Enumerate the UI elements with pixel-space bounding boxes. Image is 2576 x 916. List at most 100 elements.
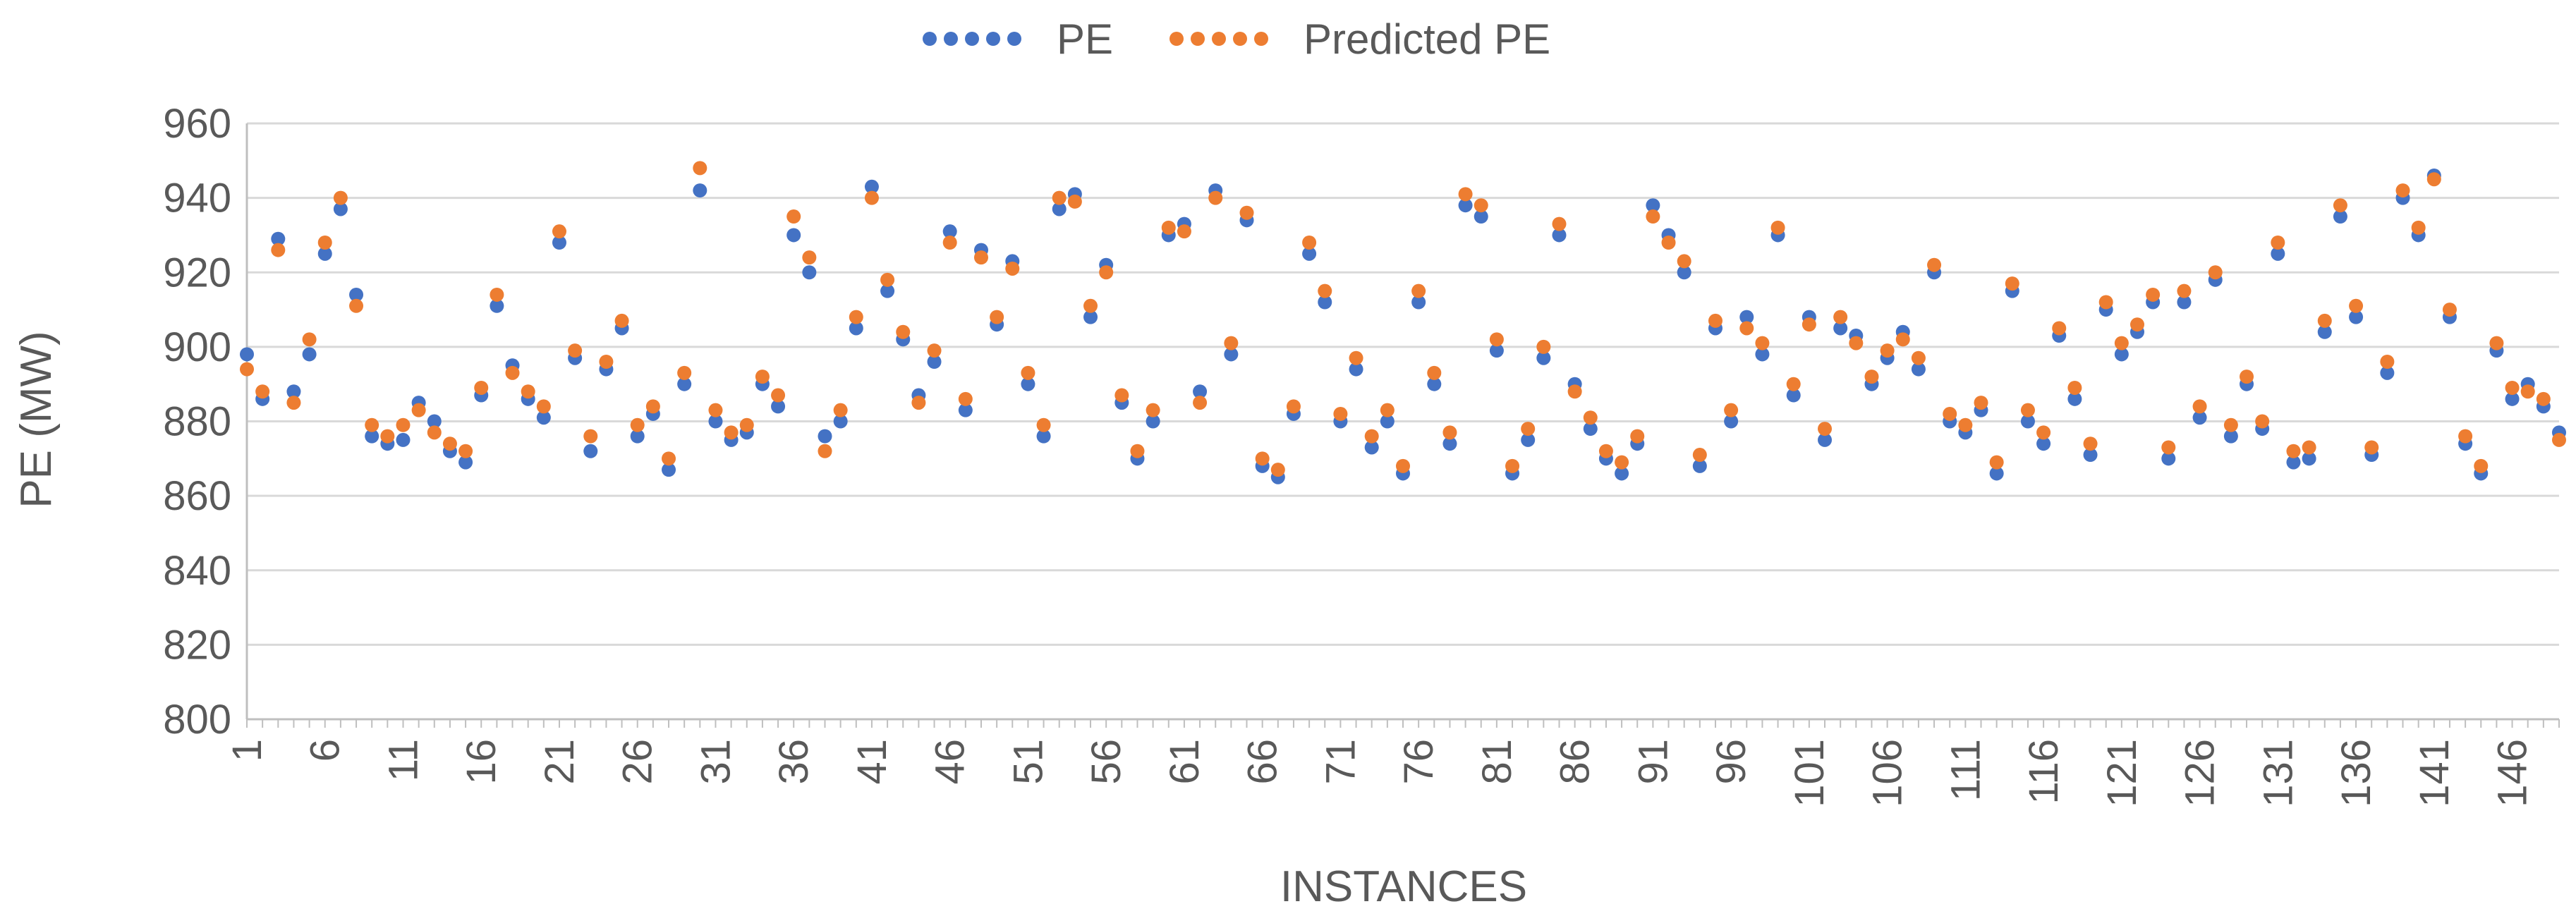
data-point <box>1927 257 1942 272</box>
data-point <box>1208 190 1223 205</box>
legend-label: PE <box>1057 16 1113 63</box>
data-point <box>2458 429 2473 444</box>
data-point <box>1114 388 1129 403</box>
legend-marker <box>923 32 937 46</box>
data-point <box>1364 429 1379 444</box>
data-point <box>2271 236 2285 250</box>
data-point <box>1302 246 1317 261</box>
data-point <box>2255 414 2270 429</box>
data-point <box>1083 310 1098 324</box>
data-point <box>1911 350 1926 365</box>
data-point <box>1146 414 1160 429</box>
data-point <box>2223 417 2238 432</box>
data-point <box>427 414 442 429</box>
data-point <box>1567 384 1582 399</box>
data-point <box>255 384 270 399</box>
x-tick-label: 91 <box>1630 739 1676 785</box>
data-point <box>1677 265 1691 280</box>
y-tick-label: 920 <box>163 250 231 295</box>
x-tick-label: 136 <box>2333 739 2379 807</box>
y-tick-label: 820 <box>163 622 231 668</box>
data-point <box>1849 336 1864 350</box>
data-point <box>505 365 520 380</box>
data-point <box>474 380 489 395</box>
series-layer <box>240 161 2566 484</box>
x-tick-label: 26 <box>615 739 661 785</box>
data-point <box>990 310 1004 324</box>
data-point <box>1911 362 1926 377</box>
data-point <box>973 250 988 265</box>
data-point <box>1458 198 1473 213</box>
data-point <box>724 425 739 440</box>
x-tick-label: 86 <box>1553 739 1598 785</box>
data-point <box>1458 187 1473 202</box>
data-point <box>583 444 598 458</box>
x-tick-label: 126 <box>2177 739 2223 807</box>
data-point <box>286 384 301 399</box>
x-tick-label: 41 <box>849 739 895 785</box>
data-point <box>1052 190 1067 205</box>
y-tick-label: 860 <box>163 473 231 519</box>
y-tick-label: 960 <box>163 101 231 147</box>
data-point <box>1598 444 1613 458</box>
x-tick-label: 61 <box>1162 739 1208 785</box>
data-point <box>1193 384 1208 399</box>
data-point <box>1724 403 1739 417</box>
data-point <box>1646 209 1660 224</box>
data-point <box>2505 391 2520 406</box>
x-tick-label: 141 <box>2412 739 2457 807</box>
legend-item-pe: PE <box>923 16 1113 63</box>
data-point <box>833 403 848 417</box>
data-point <box>333 190 348 205</box>
data-point <box>1099 265 1114 280</box>
data-point <box>693 161 707 176</box>
data-point <box>271 243 286 257</box>
data-point <box>1958 417 1973 432</box>
data-point <box>2020 414 2035 429</box>
data-point <box>1286 399 1301 414</box>
x-tick-label: 81 <box>1474 739 1520 785</box>
data-point <box>1489 343 1504 358</box>
x-tick-label: 71 <box>1318 739 1363 785</box>
legend-marker <box>1254 32 1268 46</box>
data-point <box>2005 276 2019 291</box>
data-point <box>1161 220 1176 235</box>
data-point <box>1067 194 1082 209</box>
legend-marker <box>965 32 979 46</box>
data-point <box>849 310 863 324</box>
x-tick-label: 146 <box>2490 739 2536 807</box>
x-tick-label: 1 <box>224 739 270 762</box>
legend-marker <box>1169 32 1184 46</box>
data-point <box>317 236 332 250</box>
data-point <box>2036 425 2051 440</box>
data-point <box>927 355 942 369</box>
x-tick-label: 46 <box>928 739 973 785</box>
data-point <box>1318 295 1332 310</box>
data-point <box>365 429 379 444</box>
data-point <box>2286 455 2301 470</box>
data-point <box>490 298 504 313</box>
x-tick-label: 106 <box>1865 739 1911 807</box>
x-tick-label: 131 <box>2255 739 2301 807</box>
data-point <box>2130 317 2144 332</box>
x-tick-label: 36 <box>771 739 817 785</box>
data-point <box>2240 370 2254 384</box>
data-point <box>1427 365 1442 380</box>
x-tick-label: 21 <box>537 739 583 785</box>
data-point <box>2114 336 2129 350</box>
data-point <box>1864 370 1879 384</box>
data-point <box>755 370 770 384</box>
data-point <box>911 396 926 410</box>
data-point <box>864 190 879 205</box>
data-point <box>880 272 895 287</box>
data-point <box>2208 265 2223 280</box>
y-axis-title: PE (MW) <box>12 331 61 508</box>
data-point <box>1989 455 2004 470</box>
legend-item-predicted-pe: Predicted PE <box>1169 16 1550 63</box>
legend-marker <box>1191 32 1205 46</box>
data-point <box>958 391 973 406</box>
data-point <box>1786 388 1801 403</box>
data-point <box>1818 422 1833 436</box>
